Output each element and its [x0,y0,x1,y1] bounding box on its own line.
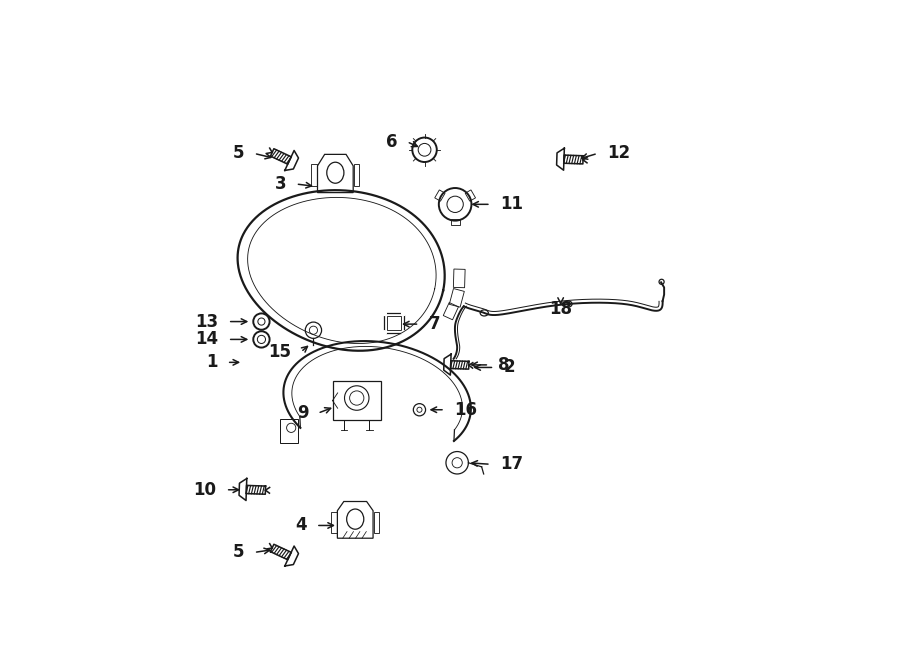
Circle shape [382,311,386,316]
Bar [332,381,381,420]
Text: 10: 10 [194,481,217,498]
Bar [280,418,298,443]
Text: 11: 11 [500,195,523,213]
Text: 2: 2 [504,358,515,377]
Bar [311,164,317,187]
Circle shape [401,331,406,335]
Bar [354,164,359,187]
Text: 13: 13 [195,312,219,330]
Text: 5: 5 [233,144,245,162]
Bar [384,313,403,333]
Text: 6: 6 [386,132,398,151]
Bar [387,316,400,330]
Text: 18: 18 [549,300,572,318]
Text: 9: 9 [297,404,309,422]
Circle shape [382,331,386,335]
Bar [374,512,379,533]
Circle shape [401,311,406,316]
Text: 14: 14 [195,330,219,348]
Text: 16: 16 [454,401,477,419]
Text: 5: 5 [233,544,245,561]
Text: 7: 7 [428,315,440,333]
Text: 4: 4 [295,516,307,534]
Text: 8: 8 [499,356,510,374]
Text: 17: 17 [500,455,523,473]
Text: 3: 3 [274,175,286,193]
Text: 1: 1 [206,354,218,371]
Text: 12: 12 [607,144,630,162]
Text: 15: 15 [268,343,292,361]
Bar [331,512,337,533]
